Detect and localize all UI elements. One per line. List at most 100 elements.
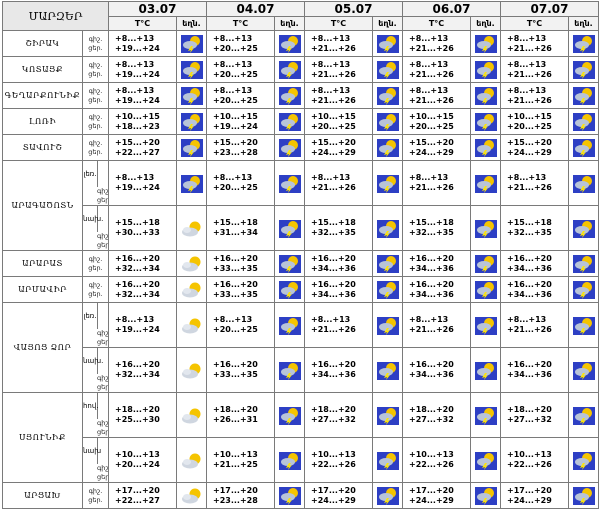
day-temp: +24...+29 <box>507 495 552 505</box>
night-temp: +15...+20 <box>311 137 356 147</box>
weather-icon-cell <box>568 108 599 135</box>
day-temp: +21...+26 <box>507 95 552 105</box>
region-name: ԱՐՑԱԽ <box>2 482 83 509</box>
weather-icon-cell <box>274 160 305 206</box>
weather-icon-cell <box>372 250 403 277</box>
storm-icon <box>572 174 595 193</box>
day-label: ցեր. <box>97 338 108 346</box>
time-of-day-cell: գիշ. ցեր. <box>82 30 109 57</box>
forecast-row: նախ.գիշ.ցեր.+15...+18+30...+33+15...+18+… <box>3 205 599 251</box>
night-temp: +16...+20 <box>213 253 258 263</box>
storm-icon <box>572 113 595 132</box>
storm-icon <box>572 35 595 54</box>
night-temp: +10...+15 <box>213 111 258 121</box>
day-temp: +20...+25 <box>213 43 258 53</box>
storm-icon <box>376 61 399 80</box>
night-temp: +17...+20 <box>213 485 258 495</box>
night-temp: +18...+20 <box>409 405 454 414</box>
region-header: ՄԱՐԶԵՐ <box>2 1 109 31</box>
storm-icon <box>278 487 301 506</box>
night-temp: +8...+13 <box>507 59 547 69</box>
storm-icon <box>278 139 301 158</box>
storm-icon <box>278 255 301 274</box>
day-temp: +32...+34 <box>115 289 160 299</box>
weather-icon-cell <box>372 347 403 393</box>
temperature-cell: +16...+20 +34...+36 <box>402 250 471 277</box>
night-temp: +15...+20 <box>409 137 454 147</box>
temperature-cell: +15...+18 +32...+35 <box>402 205 471 251</box>
day-temp: +33...+35 <box>213 370 258 379</box>
night-temp: +10...+15 <box>409 111 454 121</box>
day-temp: +23...+28 <box>213 495 258 505</box>
storm-icon <box>474 35 497 54</box>
night-temp: +8...+13 <box>115 85 155 95</box>
temperature-cell: +10...+13 +20...+24 <box>108 437 177 483</box>
weather-icon-cell <box>274 30 305 57</box>
temperature-cell: +16...+20 +34...+36 <box>500 250 569 277</box>
weather-icon-cell <box>176 302 207 348</box>
night-temp: +17...+20 <box>507 485 552 495</box>
night-temp: +10...+13 <box>311 450 356 459</box>
partly-cloudy-icon <box>180 255 204 273</box>
temperature-cell: +8...+13 +21...+26 <box>402 82 471 109</box>
temperature-cell: +16...+20 +34...+36 <box>500 347 569 393</box>
forecast-row: ԱՐՑԱԽ գիշ. ցեր. +17...+20 +22...+27 +17...+20… <box>2 482 599 509</box>
night-label: գիշ. <box>88 34 103 43</box>
day-temp: +34...+36 <box>409 370 454 379</box>
night-temp: +8...+13 <box>507 33 547 43</box>
temperature-cell: +15...+18 +31...+34 <box>206 205 275 251</box>
storm-icon <box>278 281 301 300</box>
night-temp: +17...+20 <box>115 485 160 495</box>
storm-icon <box>474 113 497 132</box>
day-temp: +21...+26 <box>409 183 454 192</box>
partly-cloudy-icon <box>180 407 204 425</box>
weather-icon-cell <box>470 82 501 109</box>
night-temp: +10...+15 <box>311 111 356 121</box>
temperature-cell: +16...+20 +34...+36 <box>304 347 373 393</box>
temperature-cell: +8...+13 +21...+26 <box>402 302 471 348</box>
weather-icon-cell <box>176 56 207 83</box>
night-temp: +16...+20 <box>213 279 258 289</box>
storm-icon <box>180 87 203 106</box>
day-temp: +34...+36 <box>507 263 552 273</box>
time-of-day-cell: գիշ. ցեր. <box>82 82 109 109</box>
night-temp: +16...+20 <box>311 360 356 369</box>
night-label: գիշ. <box>88 112 103 121</box>
storm-icon <box>278 451 301 470</box>
time-of-day-cell: գիշ. ցեր. <box>82 108 109 135</box>
storm-icon <box>180 61 203 80</box>
forecast-row: ԱՐՄԱՎԻՐ գիշ. ցեր. +16...+20 +32...+34 +16...+… <box>2 276 599 303</box>
day-temp: +21...+26 <box>311 183 356 192</box>
storm-icon <box>474 87 497 106</box>
temperature-cell: +16...+20 +33...+35 <box>206 250 275 277</box>
temperature-cell: +10...+13 +22...+26 <box>402 437 471 483</box>
temperature-cell: +16...+20 +32...+34 <box>108 250 177 277</box>
weather-icon-cell <box>176 205 207 251</box>
day-temp: +20...+25 <box>311 121 356 131</box>
day-label: ցեր. <box>88 263 103 272</box>
day-temp: +20...+25 <box>213 183 258 192</box>
region-name: ԳԵՂԱՐՔՈՒՆԻՔ <box>2 82 83 109</box>
weather-icon-cell <box>470 302 501 348</box>
storm-icon <box>278 316 301 335</box>
day-temp: +32...+35 <box>409 228 454 237</box>
date-header: 04.07 <box>206 1 305 17</box>
weather-icon-cell <box>470 392 501 438</box>
day-label: ցեր. <box>88 495 103 504</box>
night-label: գիշ. <box>97 329 109 337</box>
night-temp: +16...+20 <box>409 279 454 289</box>
temp-column-header: T°C <box>500 16 569 31</box>
weather-icon-cell <box>470 276 501 303</box>
day-temp: +20...+24 <box>115 460 160 469</box>
subregion-label: նախ. <box>84 206 103 232</box>
night-temp: +8...+13 <box>213 315 253 324</box>
date-header: 07.07 <box>500 1 599 17</box>
weather-icon-cell <box>372 392 403 438</box>
partly-cloudy-icon <box>180 220 204 238</box>
storm-icon <box>572 487 595 506</box>
forecast-row: նախգիշ.ցեր.+10...+13+20...+24+10...+13+2… <box>3 437 599 483</box>
temperature-cell: +8...+13 +21...+26 <box>500 82 569 109</box>
storm-icon <box>278 219 301 238</box>
day-temp: +24...+29 <box>311 495 356 505</box>
night-label: գիշ. <box>88 138 103 147</box>
